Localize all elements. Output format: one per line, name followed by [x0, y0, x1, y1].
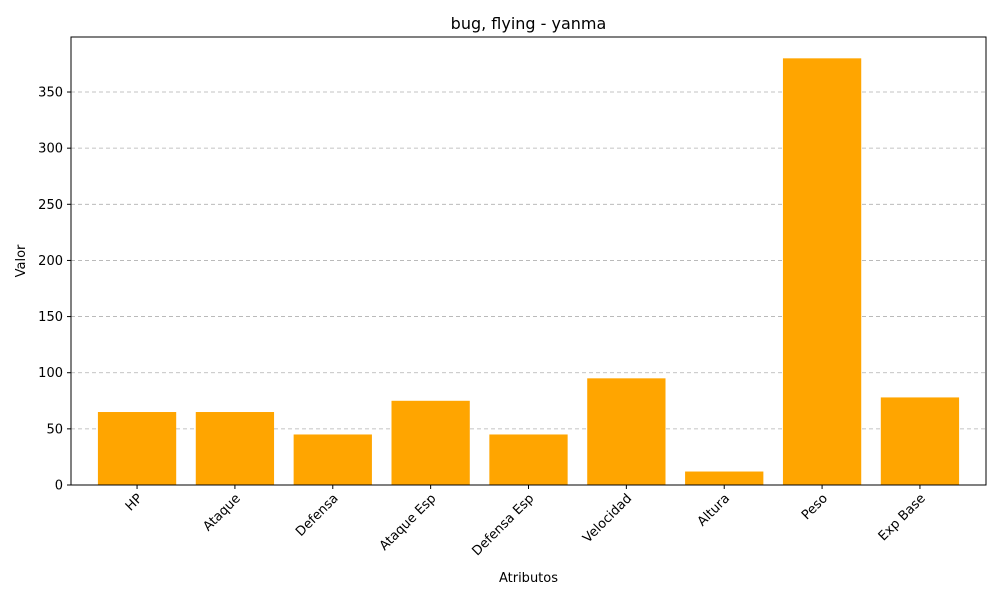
y-tick-label: 100 — [38, 366, 63, 381]
y-axis-label: Valor — [14, 244, 29, 277]
chart-title: bug, flying - yanma — [451, 14, 607, 33]
bar — [782, 58, 862, 485]
x-tick-label: HP — [123, 491, 146, 514]
bar — [195, 412, 275, 485]
x-tick-label: Altura — [695, 491, 733, 529]
y-tick-label: 350 — [38, 86, 63, 101]
y-tick-label: 50 — [46, 422, 63, 437]
y-axis-ticks: 0 50 100 150 200 250 300 350 — [38, 86, 71, 494]
bar — [293, 434, 372, 485]
x-tick-label: Peso — [799, 491, 831, 523]
x-tick-label: Exp Base — [876, 491, 929, 544]
x-tick-label: Ataque — [200, 491, 243, 534]
bar — [880, 397, 960, 485]
bar — [587, 378, 666, 485]
x-axis-ticks: HP Ataque Defensa Ataque Esp Defensa Esp Velo… — [123, 485, 929, 559]
y-tick-label: 300 — [38, 142, 63, 157]
grid-lines — [71, 91, 986, 430]
bar — [685, 471, 764, 485]
y-tick-label: 250 — [38, 198, 63, 213]
x-tick-label: Ataque Esp — [377, 491, 440, 554]
x-axis-label: Atributos — [499, 571, 558, 586]
x-tick-label: Defensa Esp — [469, 491, 537, 559]
bar — [489, 434, 568, 485]
bar — [391, 400, 470, 485]
y-tick-label: 150 — [38, 310, 63, 325]
bar — [97, 412, 177, 485]
bars — [97, 58, 960, 485]
y-tick-label: 200 — [38, 254, 63, 269]
y-tick-label: 0 — [55, 479, 63, 494]
x-tick-label: Velocidad — [580, 491, 635, 546]
x-tick-label: Defensa — [293, 491, 341, 539]
